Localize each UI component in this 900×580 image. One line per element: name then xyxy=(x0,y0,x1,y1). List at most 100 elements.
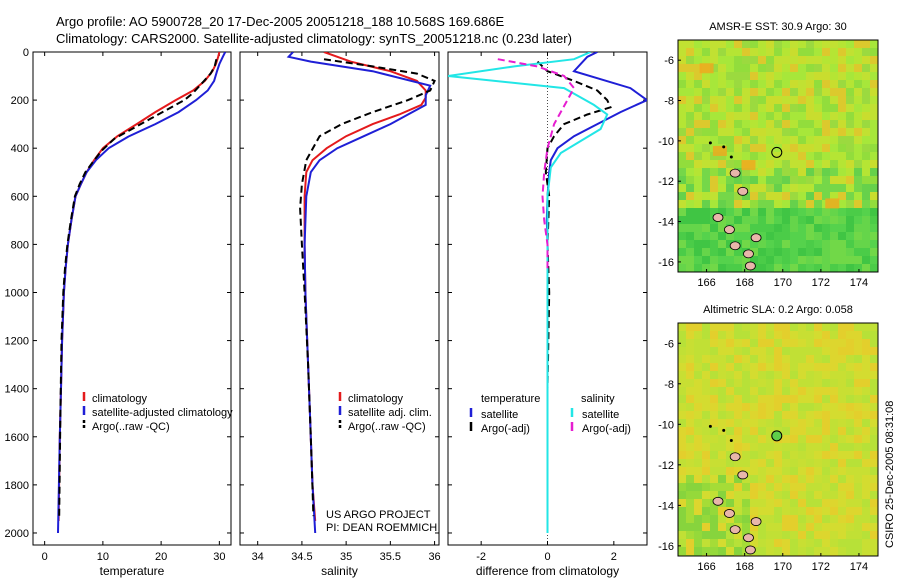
map-cell xyxy=(806,499,814,507)
map-cell xyxy=(766,523,774,531)
map-cell xyxy=(734,128,742,136)
map-cell xyxy=(734,371,742,379)
map-cell xyxy=(702,264,710,272)
map-cell xyxy=(694,232,702,240)
legend-entry: climatology xyxy=(348,393,404,405)
map-cell xyxy=(742,427,750,435)
map-cell xyxy=(862,112,870,120)
map-cell xyxy=(734,467,742,475)
map-cell xyxy=(838,435,846,443)
map-cell xyxy=(718,120,726,128)
map-cell xyxy=(726,387,734,395)
difference-xtick-label: 2 xyxy=(611,551,617,563)
map-cell xyxy=(742,224,750,232)
map-cell xyxy=(750,395,758,403)
map-cell xyxy=(870,491,878,499)
map-cell xyxy=(678,531,686,539)
map-cell xyxy=(822,331,830,339)
map-cell xyxy=(734,459,742,467)
map-cell xyxy=(774,264,782,272)
map-cell xyxy=(742,339,750,347)
map-cell xyxy=(726,547,734,555)
map-cell xyxy=(782,499,790,507)
map-cell xyxy=(854,499,862,507)
map-cell xyxy=(870,539,878,547)
map-cell xyxy=(846,451,854,459)
map-cell xyxy=(854,539,862,547)
map-cell xyxy=(710,120,718,128)
map-cell xyxy=(822,120,830,128)
map-cell xyxy=(710,443,718,451)
map-cell xyxy=(734,475,742,483)
map-cell xyxy=(734,120,742,128)
warm-spot xyxy=(741,160,756,171)
map-cell xyxy=(678,379,686,387)
island-icon xyxy=(729,525,741,535)
map-cell xyxy=(750,523,758,531)
map-cell xyxy=(718,403,726,411)
map-cell xyxy=(774,224,782,232)
map-cell xyxy=(678,192,686,200)
map-cell xyxy=(814,144,822,152)
map-cell xyxy=(758,427,766,435)
map-cell xyxy=(854,264,862,272)
map-cell xyxy=(814,152,822,160)
map-cell xyxy=(726,104,734,112)
map-cell xyxy=(726,435,734,443)
map-cell xyxy=(702,475,710,483)
map-cell xyxy=(782,176,790,184)
map-cell xyxy=(782,475,790,483)
map-cell xyxy=(830,48,838,56)
map-cell xyxy=(734,48,742,56)
map-cell xyxy=(766,331,774,339)
map-cell xyxy=(830,451,838,459)
salinity-xtick-label: 36 xyxy=(428,551,440,563)
map-cell xyxy=(766,112,774,120)
map-cell xyxy=(790,232,798,240)
map-cell xyxy=(782,104,790,112)
map-cell xyxy=(678,264,686,272)
map-cell xyxy=(702,363,710,371)
map-cell xyxy=(838,168,846,176)
map-cell xyxy=(798,88,806,96)
map-cell xyxy=(854,483,862,491)
map-cell xyxy=(798,192,806,200)
map-cell xyxy=(758,176,766,184)
map-cell xyxy=(702,515,710,523)
map-cell xyxy=(710,112,718,120)
map-cell xyxy=(758,200,766,208)
map-cell xyxy=(814,419,822,427)
map-cell xyxy=(798,216,806,224)
map-cell xyxy=(830,427,838,435)
map-cell xyxy=(758,96,766,104)
map-cell xyxy=(782,96,790,104)
map-cell xyxy=(766,395,774,403)
plot-salinity: 34 34.5 35 35.5 36salinityclimatologysatelli… xyxy=(239,51,441,578)
map-cell xyxy=(782,144,790,152)
map-cell xyxy=(854,323,862,331)
map-cell xyxy=(774,515,782,523)
map-cell xyxy=(678,403,686,411)
map-cell xyxy=(782,240,790,248)
map-cell xyxy=(686,216,694,224)
map-cell xyxy=(694,216,702,224)
map-cell xyxy=(830,475,838,483)
map-cell xyxy=(806,355,814,363)
map-cell xyxy=(750,96,758,104)
map-cell xyxy=(798,40,806,48)
map-cell xyxy=(854,96,862,104)
map-cell xyxy=(782,48,790,56)
map-cell xyxy=(750,467,758,475)
map-cell xyxy=(726,232,734,240)
map-cell xyxy=(774,120,782,128)
map-cell xyxy=(734,208,742,216)
map-cell xyxy=(702,200,710,208)
map-cell xyxy=(718,248,726,256)
map-cell xyxy=(710,427,718,435)
depth-tick-label: 1400 xyxy=(5,384,29,396)
map-cell xyxy=(830,515,838,523)
map-cell xyxy=(782,411,790,419)
map-cell xyxy=(718,507,726,515)
map-cell xyxy=(718,387,726,395)
map-cell xyxy=(870,483,878,491)
